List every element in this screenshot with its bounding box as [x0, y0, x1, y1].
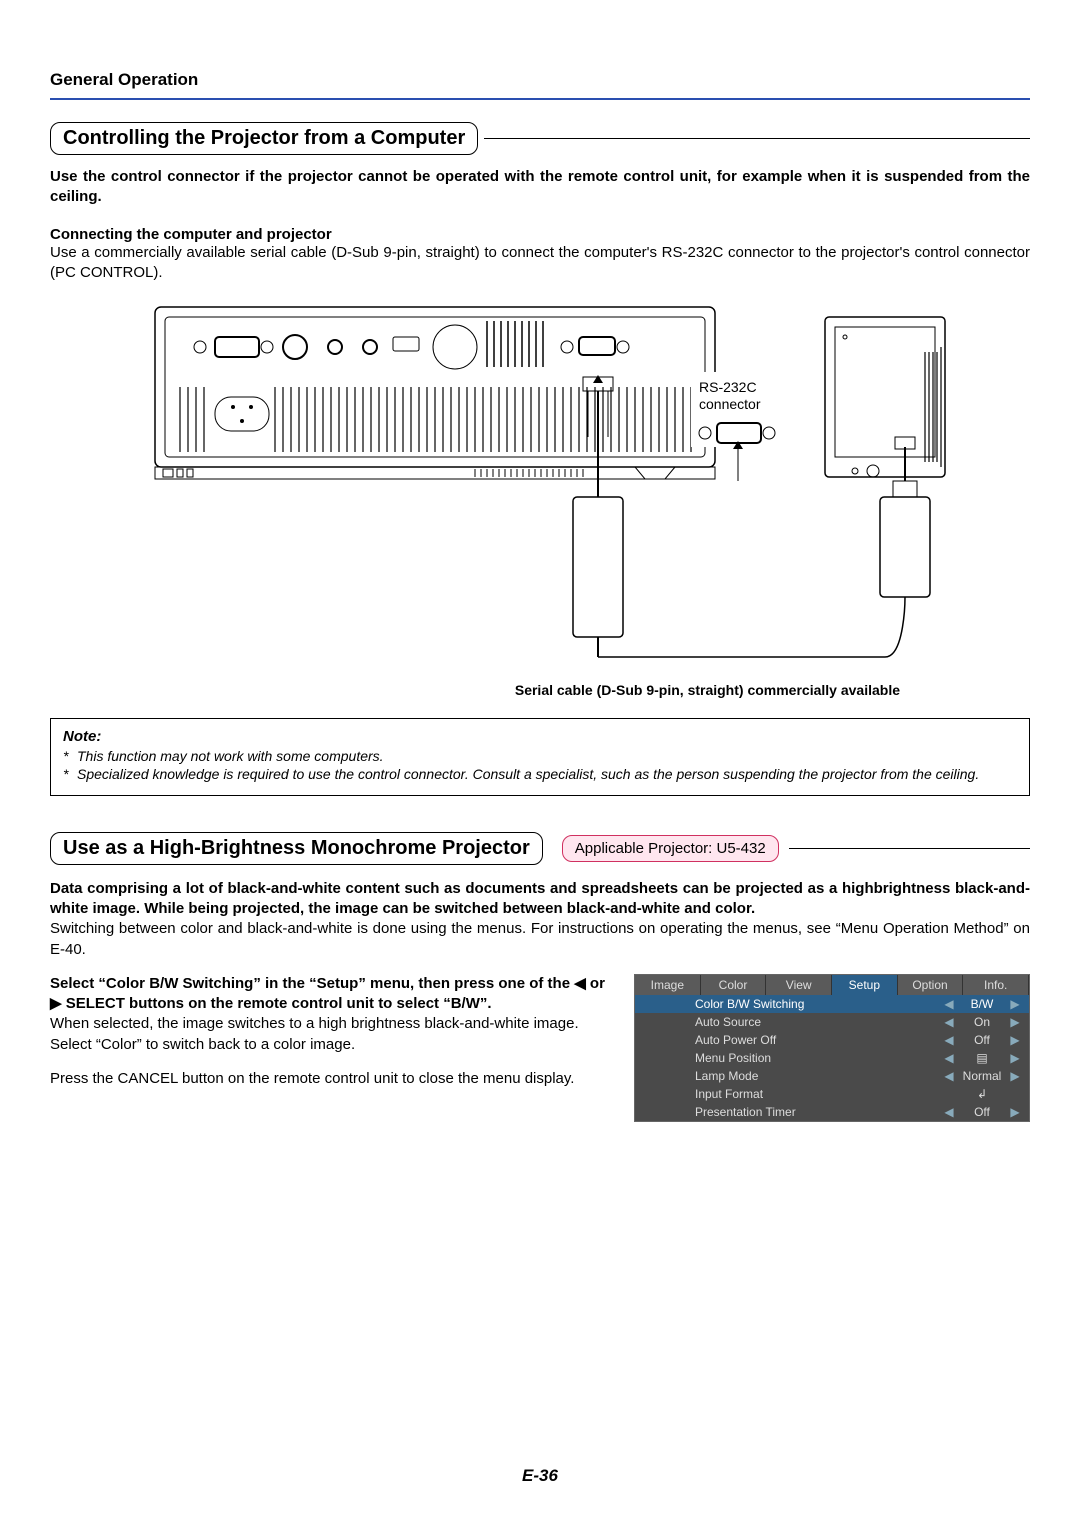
- arrow-right-icon: ▶: [1007, 1015, 1023, 1029]
- svg-text:connector: connector: [699, 396, 761, 412]
- page-number: E-36: [0, 1466, 1080, 1486]
- arrow-left-icon: ◀: [941, 1069, 957, 1083]
- osd-row-label: Auto Source: [695, 1015, 941, 1029]
- osd-row-label: Presentation Timer: [695, 1105, 941, 1119]
- arrow-left-icon: ◀: [941, 1051, 957, 1065]
- section2-p3: Select “Color” to switch back to a color…: [50, 1035, 614, 1055]
- section2-columns: Select “Color B/W Switching” in the “Set…: [50, 974, 1030, 1122]
- osd-row-label: Auto Power Off: [695, 1033, 941, 1047]
- section2-p2: When selected, the image switches to a h…: [50, 1014, 614, 1034]
- note-line-2: *Specialized knowledge is required to us…: [63, 765, 1017, 783]
- osd-menu: ImageColorViewSetupOptionInfo. Color B/W…: [634, 974, 1030, 1122]
- osd-tab-option: Option: [898, 975, 964, 995]
- section2-rule: [789, 848, 1030, 849]
- osd-row-6: Presentation Timer◀Off▶: [635, 1103, 1029, 1121]
- arrow-left-icon: ◀: [941, 1105, 957, 1119]
- serial-cable-caption: Serial cable (D-Sub 9-pin, straight) com…: [50, 682, 1030, 698]
- osd-row-4: Lamp Mode◀Normal▶: [635, 1067, 1029, 1085]
- section2-p1: Select “Color B/W Switching” in the “Set…: [50, 974, 614, 1015]
- osd-row-label: Input Format: [695, 1087, 941, 1101]
- osd-row-value: Normal: [957, 1069, 1007, 1083]
- osd-row-value: Off: [957, 1105, 1007, 1119]
- osd-tab-view: View: [766, 975, 832, 995]
- arrow-left-icon: ◀: [941, 1033, 957, 1047]
- arrow-left-icon: ◀: [941, 1015, 957, 1029]
- osd-tab-info: Info.: [963, 975, 1029, 995]
- osd-row-value: ↲: [957, 1087, 1007, 1101]
- osd-tab-row: ImageColorViewSetupOptionInfo.: [635, 975, 1029, 995]
- arrow-left-icon: ◀: [941, 997, 957, 1011]
- section1-rule: [484, 138, 1030, 139]
- section2-intro-bold: Data comprising a lot of black-and-white…: [50, 879, 1030, 920]
- osd-row-value: B/W: [957, 997, 1007, 1011]
- section1-title-row: Controlling the Projector from a Compute…: [50, 122, 1030, 155]
- osd-row-0: Color B/W Switching◀B/W▶: [635, 995, 1029, 1013]
- osd-row-label: Menu Position: [695, 1051, 941, 1065]
- section1-sub1-body: Use a commercially available serial cabl…: [50, 243, 1030, 284]
- note-box: Note: *This function may not work with s…: [50, 718, 1030, 796]
- section2-p4: Press the CANCEL button on the remote co…: [50, 1069, 614, 1089]
- svg-text:RS-232C: RS-232C: [699, 379, 757, 395]
- page-header: General Operation: [50, 70, 1030, 90]
- osd-row-value: Off: [957, 1033, 1007, 1047]
- section1-intro: Use the control connector if the project…: [50, 167, 1030, 208]
- osd-tab-setup: Setup: [832, 975, 898, 995]
- osd-row-value: On: [957, 1015, 1007, 1029]
- osd-row-5: Input Format ↲: [635, 1085, 1029, 1103]
- osd-row-label: Lamp Mode: [695, 1069, 941, 1083]
- note-line-1: *This function may not work with some co…: [63, 747, 1017, 765]
- arrow-right-icon: ▶: [1007, 1033, 1023, 1047]
- osd-tab-image: Image: [635, 975, 701, 995]
- osd-row-label: Color B/W Switching: [695, 997, 941, 1011]
- osd-row-2: Auto Power Off◀Off▶: [635, 1031, 1029, 1049]
- osd-tab-color: Color: [701, 975, 767, 995]
- arrow-right-icon: ▶: [1007, 1069, 1023, 1083]
- section2-menu-screenshot: ImageColorViewSetupOptionInfo. Color B/W…: [634, 974, 1030, 1122]
- applicable-projector-badge: Applicable Projector: U5-432: [562, 835, 779, 862]
- arrow-right-icon: ▶: [1007, 1051, 1023, 1065]
- osd-row-value: ▤: [957, 1051, 1007, 1065]
- header-rule: [50, 98, 1030, 100]
- section1-title: Controlling the Projector from a Compute…: [50, 122, 478, 155]
- connection-diagram: RS-232C connector: [50, 297, 1030, 672]
- section2-intro-body: Switching between color and black-and-wh…: [50, 919, 1030, 960]
- section2-title: Use as a High-Brightness Monochrome Proj…: [50, 832, 543, 865]
- osd-row-3: Menu Position◀▤▶: [635, 1049, 1029, 1067]
- section2-title-row: Use as a High-Brightness Monochrome Proj…: [50, 832, 1030, 865]
- section1-sub1-title: Connecting the computer and projector: [50, 226, 1030, 243]
- arrow-right-icon: ▶: [1007, 1105, 1023, 1119]
- note-title: Note:: [63, 727, 1017, 747]
- arrow-right-icon: ▶: [1007, 997, 1023, 1011]
- section2-left-column: Select “Color B/W Switching” in the “Set…: [50, 974, 614, 1122]
- osd-row-1: Auto Source◀On▶: [635, 1013, 1029, 1031]
